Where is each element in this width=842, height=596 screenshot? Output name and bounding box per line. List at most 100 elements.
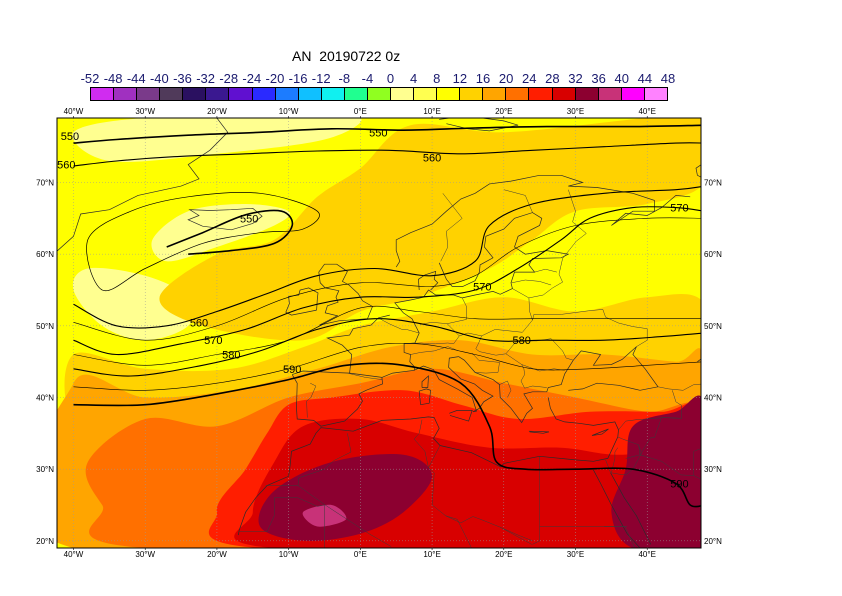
country-border: [475, 335, 482, 352]
colorbar-swatch: [114, 88, 138, 100]
colorbar-swatch: [506, 88, 530, 100]
country-border: [446, 297, 467, 337]
coastline: [326, 314, 390, 374]
coastline: [593, 469, 641, 548]
country-border: [511, 279, 552, 286]
longitude-label: 20°W: [207, 550, 227, 559]
contour-label-text: 560: [57, 160, 75, 172]
latitude-label: 20°N: [704, 537, 722, 546]
colorbar: [90, 87, 668, 101]
colorbar-swatch: [552, 88, 576, 100]
latitude-label: 60°N: [704, 250, 722, 259]
country-border: [532, 456, 540, 545]
latitude-label: 70°N: [36, 179, 54, 188]
coastline: [57, 118, 229, 252]
country-border: [238, 497, 298, 532]
colorbar-swatch: [298, 88, 322, 100]
colorbar-tick-label: 16: [475, 71, 491, 86]
country-border: [661, 417, 682, 419]
country-border: [419, 322, 448, 325]
contour-label: 560: [423, 152, 441, 164]
contour-label: 580: [222, 350, 240, 362]
axis-labels: 40°W 40°W 30°W 30°W 20°W 20°W 10°W 10°W 0°E 0°E 10…: [36, 107, 722, 559]
colorbar-tick-label: -44: [126, 71, 146, 86]
height-contour: [73, 318, 701, 377]
country-border: [499, 380, 512, 398]
height-contour: [73, 186, 701, 329]
longitude-label: 0°E: [354, 107, 367, 116]
longitude-label: 40°E: [638, 107, 655, 116]
colorbar-tick-label: -52: [80, 71, 100, 86]
latitude-label: 60°N: [36, 250, 54, 259]
longitude-label: 40°W: [64, 107, 84, 116]
country-border: [378, 317, 420, 334]
contour-label-text: 570: [473, 281, 491, 293]
colorbar-tick-label: -48: [103, 71, 123, 86]
colorbar-tick-label: 8: [433, 71, 441, 86]
coastline: [318, 263, 373, 326]
colorbar-swatch: [598, 88, 622, 100]
colorbar-swatch: [229, 88, 253, 100]
latitude-label: 30°N: [704, 465, 722, 474]
country-border: [528, 258, 563, 299]
colorbar-tick-label: 28: [545, 71, 560, 86]
contour-label: 550: [61, 131, 79, 143]
colorbar-tick-label: -8: [338, 71, 351, 86]
longitude-label: 20°W: [207, 107, 227, 116]
contour-label: 550: [240, 213, 258, 225]
longitude-label: 20°E: [495, 107, 512, 116]
contour-label: 570: [473, 281, 491, 293]
longitude-label: 20°E: [495, 550, 512, 559]
coastlines: [57, 118, 701, 548]
contour-label: 570: [670, 203, 688, 215]
colorbar-tick-label: -20: [265, 71, 285, 86]
contour-label: 560: [190, 317, 208, 329]
colorbar-swatch: [183, 88, 207, 100]
contour-label: 550: [369, 127, 387, 139]
coastline: [187, 207, 263, 231]
country-borders: [238, 189, 701, 548]
country-border: [605, 459, 611, 473]
colorbar-tick-label: -12: [311, 71, 331, 86]
colorbar-tick-label: -28: [219, 71, 239, 86]
country-border: [297, 477, 392, 547]
colorbar-swatch: [275, 88, 299, 100]
colorbar-tick-label: 20: [498, 71, 514, 86]
temperature-region: [159, 118, 701, 341]
colorbar-labels: -52 -48 -44 -40 -36 -32 -28 -24 -20 -16 -12 -8 -4 0 4 8…: [81, 71, 676, 87]
coastline: [291, 370, 383, 427]
temperature-region: [151, 204, 291, 262]
contour-label-text: 590: [670, 479, 688, 491]
latitude-label: 30°N: [36, 465, 54, 474]
longitude-label: 0°E: [354, 550, 367, 559]
contour-label: 560: [57, 160, 75, 172]
colorbar-tick-label: -32: [196, 71, 215, 86]
country-border: [404, 335, 460, 345]
country-border: [347, 372, 383, 380]
colorbar-tick-label: 36: [591, 71, 606, 86]
longitude-label: 10°E: [423, 550, 440, 559]
country-border: [440, 193, 463, 262]
coastline: [697, 358, 701, 362]
country-border: [472, 352, 500, 374]
contour-label-text: 550: [240, 213, 258, 225]
colorbar-swatch: [160, 88, 184, 100]
contour-label-text: 550: [369, 127, 387, 139]
latitude-label: 40°N: [704, 394, 722, 403]
colorbar-swatch: [206, 88, 230, 100]
coastline: [610, 472, 652, 545]
map-title: AN 20190722 0z: [292, 48, 401, 64]
coastline: [418, 270, 439, 291]
country-border: [534, 268, 557, 273]
coastline: [413, 356, 494, 413]
country-border: [604, 526, 636, 548]
coastline: [528, 430, 550, 434]
colorbar-swatch: [575, 88, 599, 100]
longitude-label: 10°W: [279, 550, 299, 559]
colorbar-tick-label: -36: [173, 71, 192, 86]
height-contour: [73, 124, 701, 144]
colorbar-swatch: [137, 88, 161, 100]
coastline: [568, 346, 659, 391]
colorbar-swatch: [621, 88, 645, 100]
